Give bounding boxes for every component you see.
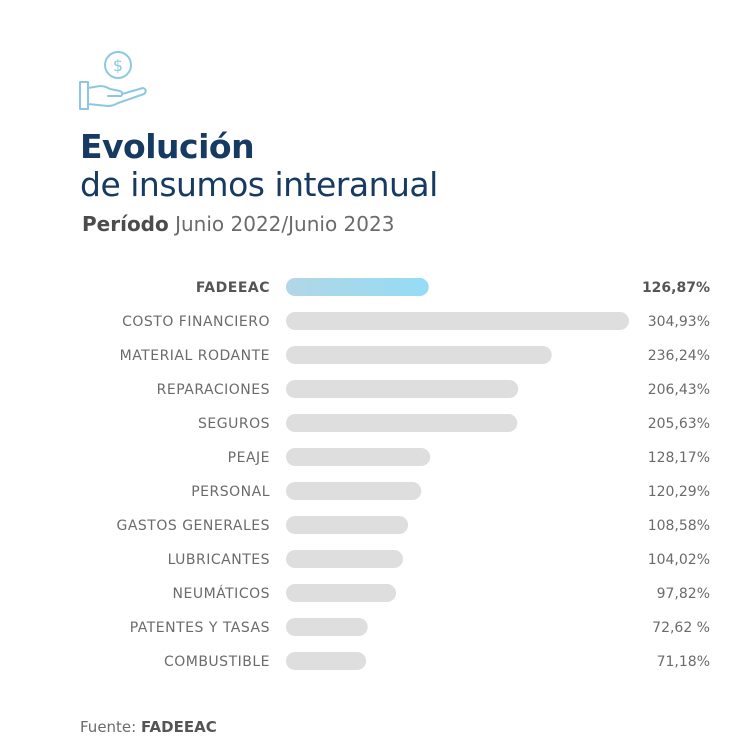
bar-fadeeac (286, 278, 429, 296)
svg-text:$: $ (113, 56, 123, 75)
source-label: Fuente: (80, 718, 137, 736)
title-line-2: de insumos interanual (80, 165, 438, 204)
category-label-gastos-generales: GASTOS GENERALES (116, 518, 270, 534)
title-line-1: Evolución (80, 127, 255, 166)
bar-combustible (286, 652, 367, 670)
category-label-neumaticos: NEUMÁTICOS (173, 585, 271, 602)
bar-material-rodante (286, 346, 552, 364)
value-label-personal: 120,29% (648, 484, 710, 500)
value-label-fadeeac: 126,87% (642, 280, 710, 296)
category-label-peaje: PEAJE (228, 450, 270, 466)
hand-holding-dollar-icon: $ (79, 51, 147, 110)
bar-seguros (286, 414, 518, 432)
source-value: FADEEAC (141, 718, 217, 736)
category-label-patentes-y-tasas: PATENTES Y TASAS (130, 620, 270, 636)
bar-neumaticos (286, 584, 397, 602)
bar-patentes-y-tasas (286, 618, 368, 636)
chart-rows: FADEEAC 126,87% COSTO FINANCIERO 304,93% MAT… (116, 278, 710, 670)
period-subtitle: Período Junio 2022/Junio 2023 (82, 212, 394, 236)
value-label-material-rodante: 236,24% (648, 348, 710, 364)
chart-title: Evolución de insumos interanual (80, 128, 438, 204)
value-label-combustible: 71,18% (657, 654, 710, 670)
category-label-reparaciones: REPARACIONES (157, 382, 270, 398)
value-label-costo-financiero: 304,93% (648, 314, 710, 330)
period-label: Período (82, 212, 169, 236)
value-label-reparaciones: 206,43% (648, 382, 710, 398)
value-label-patentes-y-tasas: 72,62 % (652, 620, 710, 636)
bar-personal (286, 482, 422, 500)
period-value: Junio 2022/Junio 2023 (175, 212, 395, 236)
category-label-combustible: COMBUSTIBLE (164, 654, 270, 670)
value-label-seguros: 205,63% (648, 416, 710, 432)
bar-costo-financiero (286, 312, 629, 330)
bar-chart: FADEEAC 126,87% COSTO FINANCIERO 304,93% MAT… (116, 278, 710, 670)
category-label-lubricantes: LUBRICANTES (168, 552, 270, 568)
category-label-personal: PERSONAL (191, 484, 270, 500)
bar-peaje (286, 448, 431, 466)
category-label-fadeeac: FADEEAC (196, 280, 270, 296)
category-label-costo-financiero: COSTO FINANCIERO (122, 314, 270, 330)
value-label-lubricantes: 104,02% (648, 552, 710, 568)
value-label-peaje: 128,17% (648, 450, 710, 466)
value-label-gastos-generales: 108,58% (648, 518, 710, 534)
value-label-neumaticos: 97,82% (657, 586, 710, 602)
bar-reparaciones (286, 380, 519, 398)
category-label-seguros: SEGUROS (198, 416, 270, 432)
category-label-material-rodante: MATERIAL RODANTE (120, 348, 270, 364)
bar-lubricantes (286, 550, 404, 568)
source-note: Fuente: FADEEAC (80, 718, 217, 736)
bar-gastos-generales (286, 516, 409, 534)
